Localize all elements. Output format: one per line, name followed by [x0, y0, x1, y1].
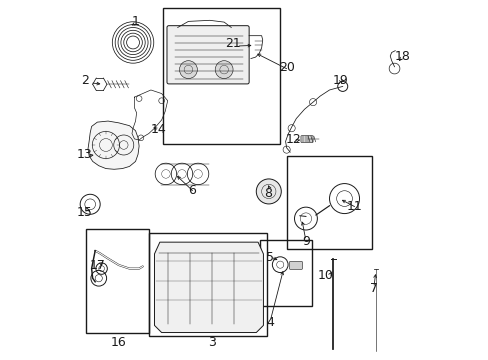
Text: 8: 8 [263, 187, 271, 200]
Bar [85, 229, 148, 333]
Text: 11: 11 [346, 200, 362, 213]
Circle shape [215, 61, 233, 78]
Text: 16: 16 [111, 336, 126, 349]
Text: 3: 3 [207, 336, 215, 349]
Text: 5: 5 [265, 251, 274, 264]
Text: 9: 9 [302, 235, 309, 248]
FancyBboxPatch shape [300, 136, 312, 143]
Circle shape [256, 179, 281, 204]
Polygon shape [88, 121, 139, 169]
Text: 6: 6 [187, 184, 195, 197]
Text: 1: 1 [131, 14, 139, 27]
Bar [286, 156, 372, 249]
Text: 13: 13 [77, 148, 92, 162]
Text: 15: 15 [76, 206, 92, 219]
Circle shape [179, 61, 197, 78]
Text: 12: 12 [285, 134, 301, 147]
Text: 18: 18 [394, 50, 409, 63]
Text: 20: 20 [278, 61, 294, 74]
Text: 14: 14 [150, 123, 165, 136]
Text: 21: 21 [225, 37, 241, 50]
Text: 7: 7 [369, 283, 377, 296]
Text: 17: 17 [89, 258, 105, 271]
Bar [148, 233, 266, 337]
Text: 2: 2 [81, 74, 89, 87]
Text: 10: 10 [317, 269, 333, 282]
Text: 19: 19 [332, 74, 347, 87]
FancyBboxPatch shape [289, 261, 302, 269]
Bar [163, 8, 279, 144]
Polygon shape [154, 242, 263, 333]
Bar [259, 240, 311, 306]
Text: 4: 4 [266, 316, 274, 329]
FancyBboxPatch shape [166, 26, 248, 84]
